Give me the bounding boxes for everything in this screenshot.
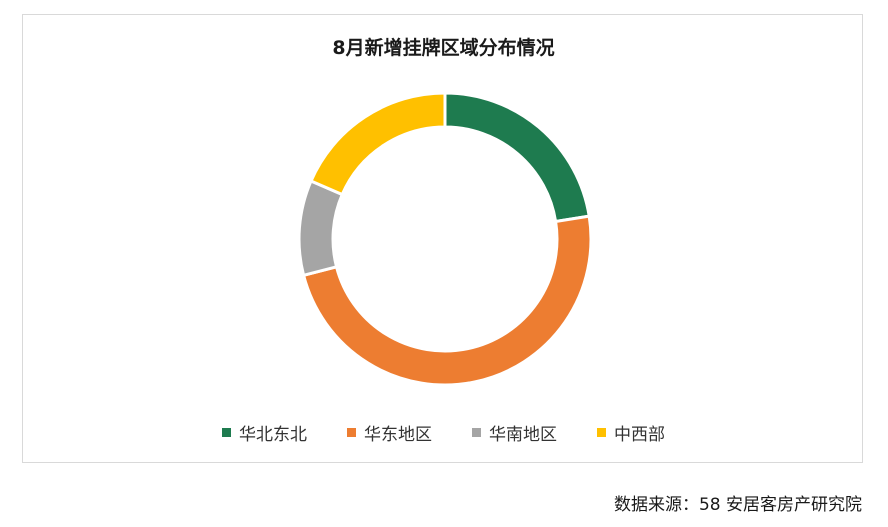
chart-title: 8月新增挂牌区域分布情况 <box>332 37 555 59</box>
legend-label: 华东地区 <box>364 425 432 445</box>
chart-legend: 华北东北 华东地区 华南地区 中西部 <box>23 420 864 445</box>
legend-swatch <box>597 428 606 437</box>
legend-swatch <box>472 428 481 437</box>
legend-item-2: 华东地区 <box>347 420 432 445</box>
legend-label: 中西部 <box>614 425 665 445</box>
donut-slice-2 <box>301 214 593 387</box>
legend-swatch <box>222 428 231 437</box>
legend-item-4: 中西部 <box>597 420 665 445</box>
legend-item-1: 华北东北 <box>222 420 307 445</box>
donut-slice-1 <box>443 91 591 224</box>
legend-swatch <box>347 428 356 437</box>
donut-slice-3 <box>297 179 345 278</box>
donut-slice-4 <box>309 91 447 197</box>
legend-label: 华南地区 <box>489 425 557 445</box>
donut-chart <box>297 91 593 387</box>
source-note: 数据来源：58 安居客房产研究院 <box>613 495 862 515</box>
legend-label: 华北东北 <box>239 425 307 445</box>
chart-frame: 8月新增挂牌区域分布情况 华北东北 华东地区 华南地区 中西部 <box>22 14 863 463</box>
legend-item-3: 华南地区 <box>472 420 557 445</box>
